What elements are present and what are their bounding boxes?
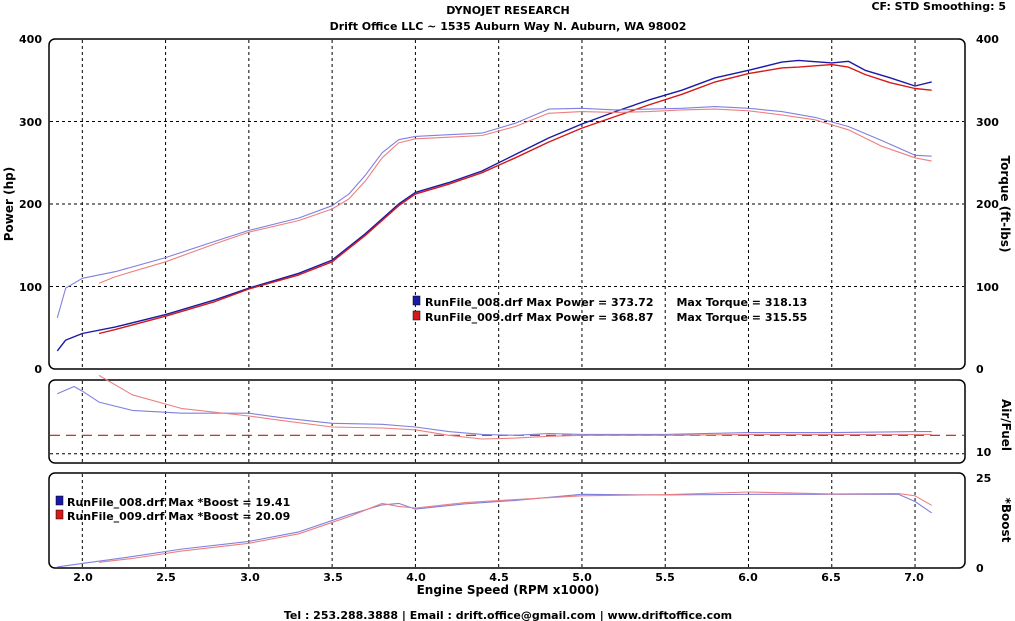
series-airfuel-run009 [98, 374, 932, 440]
y-axis-label-torque: Torque (ft-lbs) [998, 156, 1012, 253]
series-lines [56, 59, 933, 568]
power-torque-panel [48, 38, 966, 370]
y-axis-label-power: Power (hp) [2, 167, 16, 241]
y-tick-left-0: 0 [34, 363, 42, 376]
chart-title: DYNOJET RESEARCH [446, 4, 569, 17]
series-airfuel-run008 [57, 385, 932, 436]
x-tick-2.5: 2.5 [156, 571, 176, 584]
series-power-run009 [98, 63, 932, 335]
y-tick-right-400: 400 [976, 33, 999, 46]
legend-entry-run008: RunFile_008.drf Max Power = 373.72 Max T… [425, 296, 807, 309]
y-axis-label-boost: *Boost [999, 498, 1013, 543]
y-tick-right-300: 300 [976, 116, 999, 129]
boost-panel [48, 472, 966, 569]
legend-swatch-run008 [412, 295, 421, 306]
boost-legend-swatch-run009 [55, 509, 64, 520]
boost-tick-0: 0 [976, 562, 984, 575]
x-axis-label: Engine Speed (RPM x1000) [417, 583, 600, 597]
boost-legend: RunFile_008.drf Max *Boost = 19.41 RunFi… [55, 495, 290, 523]
y-tick-right-100: 100 [976, 281, 999, 294]
series-torque-run009 [98, 108, 932, 284]
series-torque-run008 [56, 106, 932, 319]
chart-subtitle: Drift Office LLC ~ 1535 Auburn Way N. Au… [330, 20, 687, 33]
correction-factor-label: CF: STD Smoothing: 5 [871, 0, 1006, 13]
legend-swatch-run009 [412, 310, 421, 321]
x-tick-5.0: 5.0 [572, 571, 592, 584]
x-tick-2.0: 2.0 [73, 571, 93, 584]
footer-contact: Tel : 253.288.3888 | Email : drift.offic… [284, 609, 732, 621]
y-tick-left-400: 400 [19, 33, 42, 46]
y-axis-label-air-fuel: Air/Fuel [999, 399, 1013, 451]
air-fuel-tick-10: 10 [976, 446, 992, 459]
boost-legend-swatch-run008 [55, 495, 64, 506]
air-fuel-panel [48, 379, 966, 464]
x-tick-4.0: 4.0 [406, 571, 426, 584]
x-tick-7.0: 7.0 [904, 571, 924, 584]
y-tick-right-0: 0 [976, 363, 984, 376]
x-tick-6.5: 6.5 [821, 571, 841, 584]
y-tick-left-200: 200 [19, 198, 42, 211]
y-tick-left-300: 300 [19, 116, 42, 129]
x-tick-3.0: 3.0 [240, 571, 260, 584]
x-tick-3.5: 3.5 [323, 571, 343, 584]
boost-legend-entry-run009: RunFile_009.drf Max *Boost = 20.09 [67, 510, 290, 523]
boost-legend-entry-run008: RunFile_008.drf Max *Boost = 19.41 [67, 496, 290, 509]
grid-lines [50, 40, 964, 567]
x-tick-6.0: 6.0 [738, 571, 758, 584]
series-power-run008 [56, 59, 932, 352]
series-boost-run009 [98, 491, 932, 563]
y-tick-right-200: 200 [976, 198, 999, 211]
boost-tick-25: 25 [976, 472, 991, 485]
y-tick-left-100: 100 [19, 281, 42, 294]
x-tick-4.5: 4.5 [489, 571, 509, 584]
legend-entry-run009: RunFile_009.drf Max Power = 368.87 Max T… [425, 311, 807, 324]
x-tick-5.5: 5.5 [655, 571, 675, 584]
power-legend: RunFile_008.drf Max Power = 373.72 Max T… [412, 295, 807, 324]
